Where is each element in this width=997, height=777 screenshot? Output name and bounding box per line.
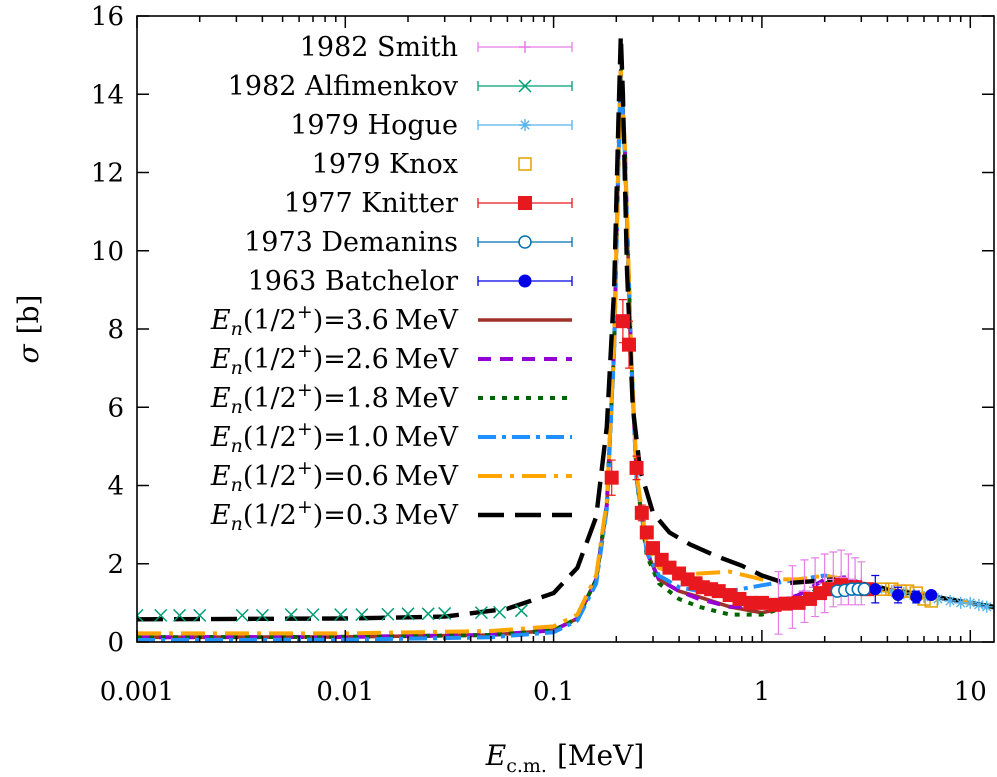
- data-point: [193, 608, 207, 622]
- legend-entry: En(1/2+)=0.3 MeV: [210, 496, 572, 535]
- legend-entry: En(1/2+)=0.6 MeV: [210, 457, 572, 496]
- y-tick-label: 4: [107, 472, 124, 502]
- y-tick-label: 2: [107, 550, 124, 580]
- legend-entry: En(1/2+)=3.6 MeV: [210, 301, 572, 340]
- data-point: [514, 604, 528, 618]
- data-point: [493, 605, 507, 619]
- legend-label: 1979 Knox: [312, 149, 458, 180]
- axis-ticks: [136, 15, 994, 643]
- data-point: [964, 596, 977, 609]
- data-point: [255, 608, 269, 622]
- data-point: [885, 585, 898, 598]
- data-point: [857, 582, 872, 596]
- legend-entry: En(1/2+)=2.6 MeV: [210, 340, 572, 379]
- legend-label: En(1/2+)=1.8 MeV: [210, 379, 459, 418]
- dataset-1973-demanins: [830, 582, 872, 598]
- data-point: [778, 596, 793, 611]
- data-point: [634, 504, 649, 522]
- legend-entry: 1982 Smith: [300, 32, 573, 63]
- legend-entry: En(1/2+)=1.8 MeV: [210, 379, 572, 418]
- data-point: [401, 607, 415, 621]
- x-tick-label: 0.001: [100, 677, 174, 707]
- data-point: [954, 596, 967, 609]
- legend-entry: En(1/2+)=1.0 MeV: [210, 418, 572, 457]
- legend-label: En(1/2+)=3.6 MeV: [210, 301, 459, 340]
- legend: 1982 Smith 1982 Alfimenkov 1979 Hogue 1979 …: [210, 32, 573, 535]
- experimental-points: [137, 299, 993, 635]
- legend-label: 1963 Batchelor: [248, 266, 458, 297]
- data-point: [381, 607, 395, 621]
- data-point: [438, 606, 452, 620]
- dataset-1963-batchelor: [869, 574, 938, 604]
- data-point: [646, 541, 661, 556]
- dataset-1977-knitter: [604, 299, 875, 612]
- legend-label: En(1/2+)=0.3 MeV: [210, 496, 459, 535]
- x-axis-title: Ec.m. [MeV]: [485, 739, 645, 777]
- data-point: [711, 584, 726, 599]
- data-point: [334, 608, 348, 622]
- x-tick-label: 10: [954, 677, 987, 707]
- legend-label: En(1/2+)=0.6 MeV: [210, 457, 459, 496]
- data-point: [892, 586, 905, 604]
- y-tick-label: 14: [91, 80, 124, 110]
- legend-label: En(1/2+)=1.0 MeV: [210, 418, 459, 457]
- tick-labels: 0.001 0.01 0.1 1 10 0 2 4 6 8 10 12 14 16: [91, 2, 987, 707]
- data-point: [604, 459, 619, 496]
- legend-label: 1973 Demanins: [244, 227, 458, 258]
- data-point: [980, 600, 993, 613]
- data-point: [474, 606, 488, 620]
- data-point: [869, 574, 882, 604]
- data-point: [629, 455, 644, 481]
- data-point: [639, 525, 654, 540]
- legend-label: En(1/2+)=2.6 MeV: [210, 340, 459, 379]
- data-point: [925, 589, 938, 602]
- y-tick-label: 16: [91, 2, 124, 32]
- x-tick-label: 1: [754, 677, 771, 707]
- x-tick-label: 0.01: [316, 677, 374, 707]
- legend-label: 1982 Smith: [300, 32, 458, 63]
- data-point: [306, 608, 320, 622]
- tick-marks: [136, 15, 994, 643]
- data-point: [355, 608, 369, 622]
- data-point: [743, 595, 758, 610]
- data-point: [421, 607, 435, 621]
- y-tick-label: 8: [107, 315, 124, 345]
- y-tick-label: 12: [91, 159, 124, 189]
- legend-entry: 1973 Demanins: [244, 227, 573, 258]
- data-point: [910, 590, 923, 604]
- data-point: [172, 608, 187, 622]
- legend-entry: 1963 Batchelor: [248, 266, 573, 297]
- model-curves: [137, 33, 994, 642]
- dataset-1982-alfimenkov: [137, 604, 528, 622]
- data-point: [137, 608, 144, 622]
- data-point: [918, 591, 931, 604]
- data-point: [621, 320, 636, 369]
- data-point: [842, 553, 855, 606]
- y-tick-label: 6: [107, 393, 124, 423]
- data-point: [754, 595, 769, 610]
- data-point: [897, 587, 910, 600]
- y-tick-label: 0: [107, 628, 124, 658]
- data-point: [972, 598, 985, 611]
- legend-entry: 1982 Alfimenkov: [228, 71, 573, 102]
- data-point: [798, 559, 811, 624]
- legend-entry: 1977 Knitter: [284, 188, 573, 219]
- legend-label: 1982 Alfimenkov: [228, 71, 459, 102]
- legend-label: 1977 Knitter: [284, 188, 458, 219]
- x-tick-label: 0.1: [533, 677, 574, 707]
- data-point: [154, 608, 168, 622]
- data-point: [235, 608, 249, 622]
- legend-entry: 1979 Hogue: [290, 110, 573, 141]
- legend-entry: 1979 Knox: [312, 149, 532, 180]
- legend-label: 1979 Hogue: [290, 110, 458, 141]
- data-point: [944, 594, 957, 607]
- data-point: [284, 608, 298, 622]
- y-tick-label: 10: [91, 237, 124, 267]
- y-axis-title: σ[b]: [12, 295, 45, 364]
